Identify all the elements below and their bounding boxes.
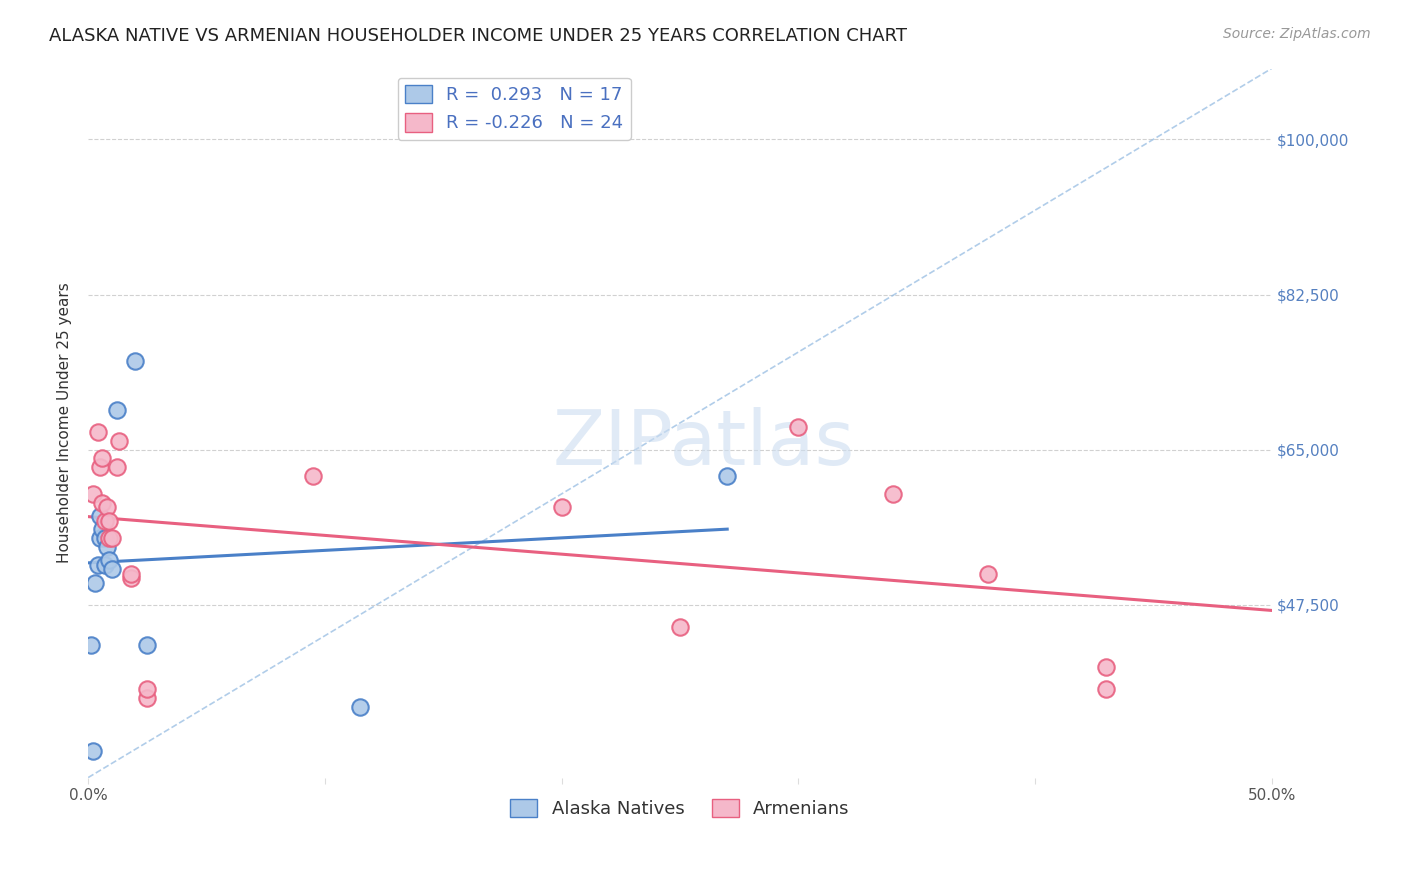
Text: ALASKA NATIVE VS ARMENIAN HOUSEHOLDER INCOME UNDER 25 YEARS CORRELATION CHART: ALASKA NATIVE VS ARMENIAN HOUSEHOLDER IN… — [49, 27, 907, 45]
Point — [86, 558, 108, 572]
Point — [136, 681, 159, 696]
Point — [96, 540, 118, 554]
Point — [976, 566, 998, 581]
Point — [82, 487, 104, 501]
Point — [98, 531, 121, 545]
Point — [1095, 660, 1118, 674]
Point — [98, 553, 121, 567]
Point — [91, 496, 114, 510]
Point — [89, 531, 111, 545]
Point — [136, 638, 159, 652]
Point — [105, 402, 128, 417]
Point — [86, 425, 108, 439]
Point — [136, 690, 159, 705]
Point — [101, 562, 124, 576]
Point — [98, 514, 121, 528]
Point — [82, 744, 104, 758]
Point — [105, 460, 128, 475]
Y-axis label: Householder Income Under 25 years: Householder Income Under 25 years — [58, 283, 72, 564]
Point — [84, 575, 107, 590]
Point — [120, 571, 142, 585]
Point — [716, 469, 738, 483]
Point — [302, 469, 325, 483]
Point — [89, 509, 111, 524]
Point — [96, 500, 118, 515]
Point — [124, 354, 146, 368]
Legend: Alaska Natives, Armenians: Alaska Natives, Armenians — [503, 791, 856, 825]
Point — [108, 434, 131, 448]
Point — [101, 531, 124, 545]
Point — [550, 500, 572, 515]
Text: ZIPatlas: ZIPatlas — [553, 408, 855, 482]
Point — [120, 566, 142, 581]
Point — [882, 487, 904, 501]
Point — [89, 460, 111, 475]
Point — [349, 699, 371, 714]
Point — [93, 531, 115, 545]
Point — [91, 522, 114, 536]
Point — [79, 638, 101, 652]
Point — [93, 514, 115, 528]
Point — [669, 620, 692, 634]
Point — [787, 420, 810, 434]
Point — [93, 558, 115, 572]
Point — [1095, 681, 1118, 696]
Point — [91, 451, 114, 466]
Text: Source: ZipAtlas.com: Source: ZipAtlas.com — [1223, 27, 1371, 41]
